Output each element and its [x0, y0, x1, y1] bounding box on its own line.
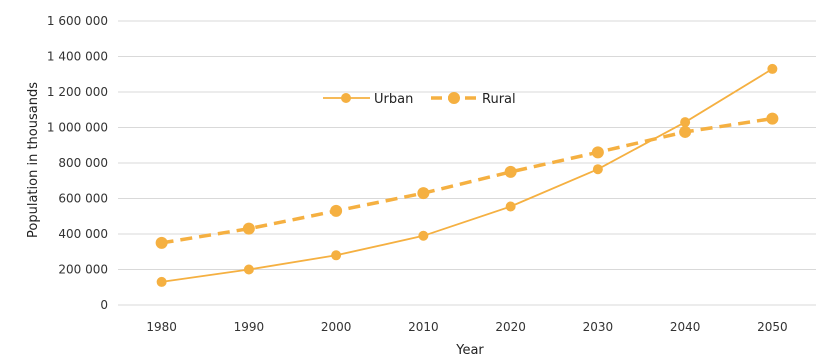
- x-tick-label: 2040: [670, 320, 701, 334]
- series-line-urban: [161, 68, 773, 283]
- legend-rural-label: Rural: [482, 92, 516, 107]
- legend-urban-label: Urban: [374, 92, 413, 107]
- x-tick-label: 1990: [234, 320, 265, 334]
- data-point-rural: [155, 236, 168, 249]
- gridlines: [118, 20, 816, 306]
- y-tick-label: 600 000: [58, 192, 108, 206]
- y-tick-label: 1 000 000: [47, 121, 108, 135]
- data-point-rural: [591, 146, 604, 159]
- x-tick-label: 1980: [146, 320, 177, 334]
- data-point-urban: [243, 264, 254, 275]
- x-tick-label: 2030: [583, 320, 614, 334]
- legend-rural-marker: [448, 92, 460, 104]
- y-tick-label: 1 600 000: [47, 14, 108, 28]
- x-tick-label: 2000: [321, 320, 352, 334]
- data-point-urban: [156, 276, 167, 287]
- x-tick-label: 2010: [408, 320, 439, 334]
- legend-item-rural: Rural: [431, 92, 516, 107]
- data-point-rural: [417, 187, 430, 200]
- data-point-urban: [767, 63, 778, 74]
- y-tick-label: 1 200 000: [47, 85, 108, 99]
- y-tick-label: 1 400 000: [47, 50, 108, 64]
- data-point-rural: [330, 204, 343, 217]
- y-tick-label: 0: [100, 298, 108, 312]
- x-tick-label: 2020: [495, 320, 526, 334]
- data-point-rural: [242, 222, 255, 235]
- data-point-urban: [592, 164, 603, 175]
- series-layer: [155, 63, 779, 287]
- y-tick-label: 800 000: [58, 156, 108, 170]
- x-tick-label: 2050: [757, 320, 788, 334]
- data-point-urban: [331, 250, 342, 261]
- y-axis-title: Population in thousands: [26, 82, 41, 238]
- legend: Urban Rural: [323, 92, 516, 107]
- data-point-rural: [504, 165, 517, 178]
- data-point-urban: [505, 201, 516, 212]
- data-point-urban: [418, 230, 429, 241]
- data-point-rural: [766, 112, 779, 125]
- y-axis-tick-labels: 0 200 000 400 000 600 000 800 000 1 000 000 1 …: [47, 14, 108, 312]
- y-tick-label: 200 000: [58, 263, 108, 277]
- data-point-rural: [679, 125, 692, 138]
- series-line-rural: [161, 116, 773, 245]
- legend-item-urban: Urban: [323, 92, 413, 107]
- x-axis-tick-labels: 1980 1990 2000 2010 2020 2030 2040 2050: [146, 320, 787, 334]
- legend-urban-marker: [341, 93, 351, 103]
- x-axis-title: Year: [455, 343, 484, 357]
- data-point-urban: [680, 117, 691, 128]
- y-tick-label: 400 000: [58, 227, 108, 241]
